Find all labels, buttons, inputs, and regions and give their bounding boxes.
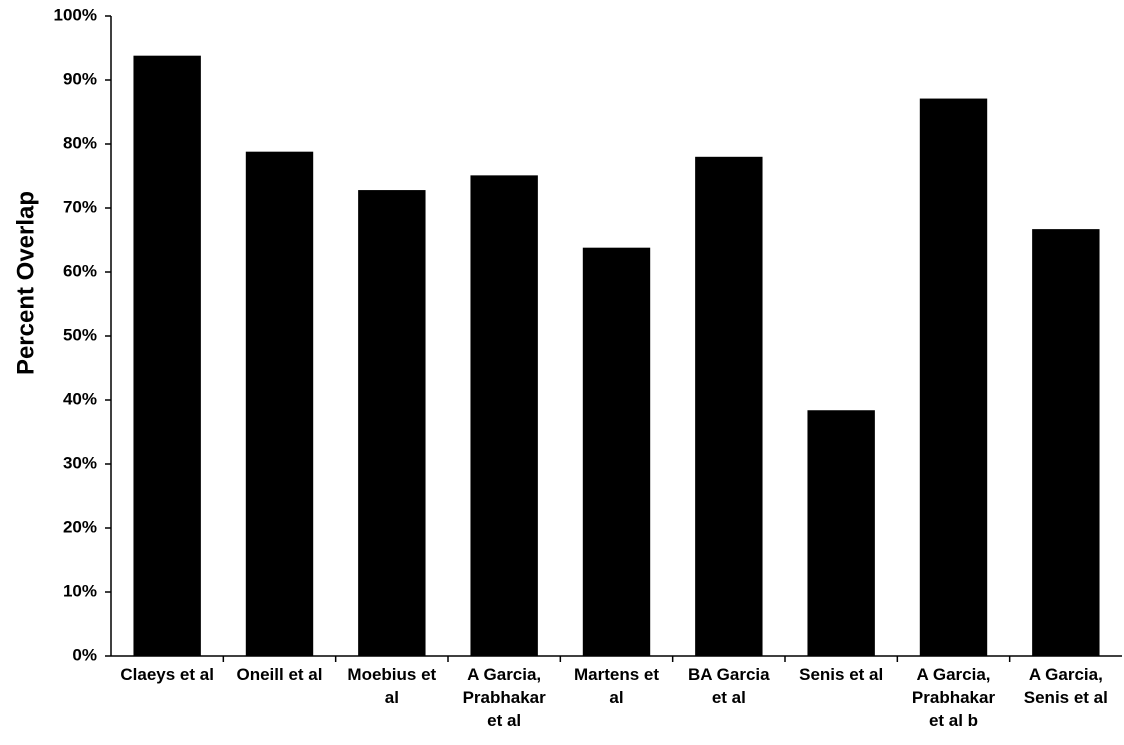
y-tick-label: 90% (63, 69, 97, 88)
bar (582, 247, 651, 656)
y-axis-ticks: 0% 10% 20% 30% 40% 50% 60% 70% 80% 90% 100% (54, 5, 111, 664)
x-tick-label: BA Garcia et al (688, 665, 770, 707)
bar (470, 175, 538, 657)
x-tick-label: Moebius et al (347, 665, 436, 707)
bars (133, 55, 1100, 657)
bar (1032, 229, 1100, 656)
x-tick-label: A Garcia, Prabhakar et al b (912, 665, 996, 730)
bar (245, 151, 314, 656)
bar (807, 410, 875, 656)
y-tick-label: 80% (63, 133, 97, 152)
x-tick-label: A Garcia, Prabhakar et al (463, 665, 547, 730)
y-tick-label: 60% (63, 261, 97, 280)
bar (133, 55, 201, 657)
bar (695, 156, 763, 657)
x-tick-label: Claeys et al (120, 665, 214, 684)
bar (358, 190, 426, 656)
y-tick-label: 100% (54, 5, 97, 24)
y-tick-label: 40% (63, 389, 97, 408)
y-tick-label: 30% (63, 453, 97, 472)
y-axis-title: Percent Overlap (12, 191, 39, 375)
y-tick-label: 10% (63, 581, 97, 600)
y-tick-label: 50% (63, 325, 97, 344)
x-axis-labels: Claeys et al Oneill et al Moebius et al A Ga… (120, 665, 1108, 730)
y-tick-label: 20% (63, 517, 97, 536)
y-tick-label: 0% (72, 645, 97, 664)
y-tick-label: 70% (63, 197, 97, 216)
x-tick-label: A Garcia, Senis et al (1024, 665, 1108, 707)
x-tick-label: Oneill et al (237, 665, 323, 684)
x-tick-label: Martens et al (574, 665, 659, 707)
x-tick-label: Senis et al (799, 665, 883, 684)
bar (919, 98, 988, 656)
